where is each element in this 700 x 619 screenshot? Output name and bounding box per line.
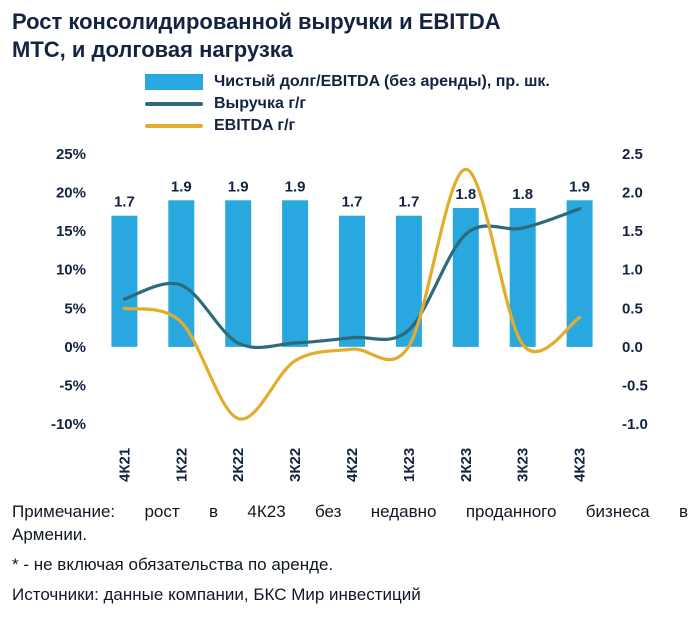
bar [168, 200, 195, 347]
x-axis-label: 4К22 [344, 448, 361, 482]
left-axis-tick: 10% [56, 262, 86, 279]
bar-value-label: 1.7 [398, 194, 419, 211]
right-axis-tick: 0.0 [622, 339, 643, 356]
bar-value-label: 1.9 [171, 178, 192, 195]
right-axis-tick: 1.5 [622, 223, 643, 240]
bar [452, 207, 479, 347]
bar [282, 200, 309, 347]
chart-area: 1.7 1.9 1.9 1.9 1.7 1.7 1.8 1.8 1.9 25% 20% 15% 10% 5… [12, 140, 688, 497]
bar [566, 200, 593, 347]
legend-item-revenue: Выручка г/г [145, 95, 688, 113]
legend-item-net-debt: Чистый долг/EBITDA (без аренды), пр. шк. [145, 73, 688, 91]
bar-value-label: 1.8 [455, 186, 476, 203]
line-swatch-icon [145, 101, 203, 106]
right-axis-tick: -0.5 [622, 377, 648, 394]
bar-value-label: 1.9 [228, 178, 249, 195]
right-axis-tick: 2.0 [622, 184, 643, 201]
chart-title: Рост консолидированной выручки и EBITDA … [12, 8, 688, 64]
ebitda-line [122, 167, 582, 421]
x-axis-label: 3К23 [515, 448, 532, 482]
revenue-line [122, 207, 582, 349]
legend: Чистый долг/EBITDA (без аренды), пр. шк.… [145, 73, 688, 135]
chart-title-line1: Рост консолидированной выручки и EBITDA [12, 9, 501, 34]
legend-label-ebitda: EBITDA г/г [214, 116, 296, 134]
bar [111, 215, 138, 347]
x-axis-label: 2К23 [458, 448, 475, 482]
sources-text: Источники: данные компании, БКС Мир инве… [12, 584, 421, 604]
x-axis-label: 3К22 [287, 448, 304, 482]
left-axis-tick: -5% [59, 377, 86, 394]
notes: Примечание: рост в 4К23 без недавно прод… [12, 501, 688, 607]
right-axis-tick: 2.5 [622, 146, 643, 163]
line-swatch-icon [145, 123, 203, 128]
bar-value-label: 1.7 [114, 194, 135, 211]
x-axis-label: 1К22 [173, 448, 190, 482]
bar-value-label: 1.9 [569, 178, 590, 195]
bar-value-label: 1.8 [512, 186, 533, 203]
note-text-line1: Примечание: рост в 4К23 без недавно прод… [12, 501, 688, 521]
left-axis-tick: 15% [56, 223, 86, 240]
bar-value-label: 1.9 [285, 178, 306, 195]
legend-item-ebitda: EBITDA г/г [145, 117, 688, 135]
right-axis-tick: 1.0 [622, 262, 643, 279]
right-axis-tick: -1.0 [622, 416, 648, 433]
bar [339, 215, 365, 347]
left-axis-tick: 20% [56, 184, 86, 201]
legend-label-revenue: Выручка г/г [214, 94, 307, 112]
legend-label-net-debt: Чистый долг/EBITDA (без аренды), пр. шк. [214, 72, 550, 90]
note-text-line2: Армении. [12, 524, 88, 544]
chart-title-line2: МТС, и долговая нагрузка [12, 36, 294, 62]
left-axis-tick: 5% [64, 300, 86, 317]
x-axis-label: 2К22 [230, 448, 247, 482]
x-axis-label: 4К21 [116, 448, 133, 482]
right-axis-tick: 0.5 [622, 300, 643, 317]
left-axis-tick: 0% [64, 339, 86, 356]
x-axis-label: 1К23 [401, 448, 418, 482]
left-axis-tick: -10% [51, 416, 86, 433]
footnote-text: * - не включая обязательства по аренде. [12, 554, 334, 574]
combo-chart: 1.7 1.9 1.9 1.9 1.7 1.7 1.8 1.8 1.9 25% 20% 15% 10% 5… [51, 146, 648, 482]
bar-value-label: 1.7 [342, 194, 363, 211]
bar [225, 200, 252, 347]
left-axis-tick: 25% [56, 146, 86, 163]
x-axis-label: 4К23 [572, 448, 589, 482]
bar-swatch-icon [145, 73, 203, 90]
